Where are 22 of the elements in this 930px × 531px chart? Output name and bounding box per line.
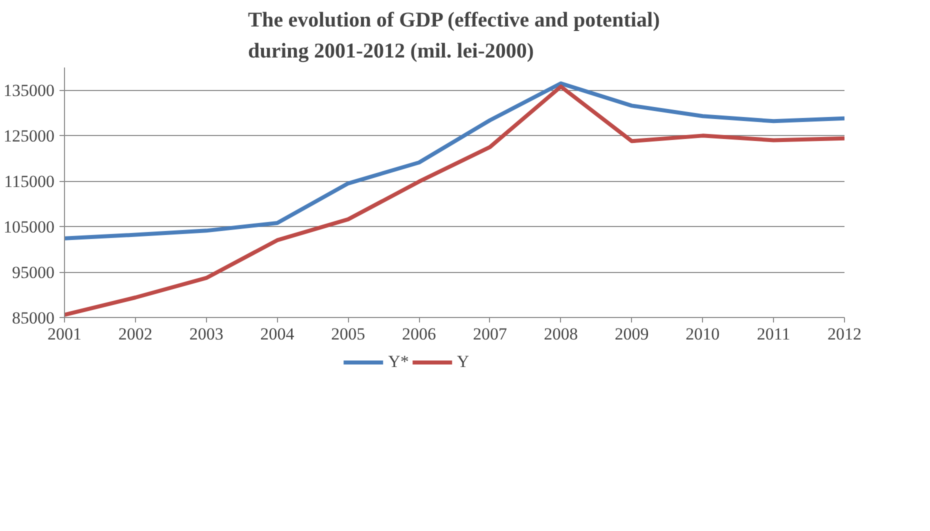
y-tick-label: 135000 <box>4 81 54 100</box>
x-tick-label: 2008 <box>544 324 578 344</box>
y-tick-label: 115000 <box>4 172 55 192</box>
legend-label: Y* <box>388 352 409 372</box>
x-tick-label: 2003 <box>189 324 224 344</box>
line-series <box>64 81 844 240</box>
x-tick-label: 2011 <box>756 324 790 344</box>
x-tick-label: 2001 <box>48 324 82 344</box>
x-tick-label: 2009 <box>614 324 649 344</box>
legend-label: Y <box>456 352 470 372</box>
y-tick-label: 125000 <box>4 126 54 146</box>
y-tick-label: 85000 <box>12 308 54 328</box>
chart-title: The evolution of GDP (effective and potential) during 2001-2012 (mil. lei-2000) <box>248 7 660 62</box>
y-tick-label: 105000 <box>4 218 54 237</box>
y-tick-label: 95000 <box>12 263 54 282</box>
x-tick-label: 2006 <box>402 324 436 344</box>
x-tick-label: 2007 <box>472 324 508 344</box>
x-tick-label: 2004 <box>260 324 295 344</box>
x-tick-label: 2005 <box>331 324 366 344</box>
x-tick-label: 2012 <box>828 324 862 344</box>
x-tick-label: 2010 <box>686 324 720 344</box>
x-tick-label: 2002 <box>118 324 152 344</box>
